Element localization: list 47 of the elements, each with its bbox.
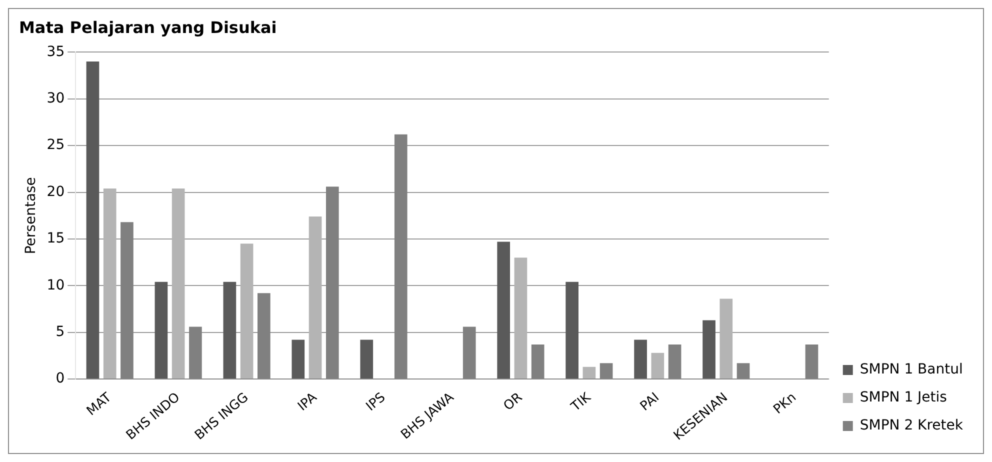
legend-label: SMPN 1 Jetis	[860, 390, 947, 406]
bar	[600, 363, 613, 379]
bar	[394, 134, 408, 379]
bar	[736, 363, 750, 379]
bar	[258, 293, 270, 379]
bar	[154, 282, 168, 379]
y-tick-label: 0	[56, 370, 65, 387]
chart-title: Mata Pelajaran yang Disukai	[19, 18, 277, 37]
bar	[462, 326, 476, 379]
x-tick-label: PAI	[638, 390, 662, 414]
bar	[86, 62, 100, 379]
bar	[120, 222, 134, 379]
bar	[805, 344, 818, 379]
legend-label: SMPN 2 Kretek	[860, 418, 964, 434]
y-tick-label: 15	[46, 230, 65, 247]
bar	[240, 244, 254, 379]
y-tick-label: 25	[46, 137, 65, 154]
bar	[360, 340, 374, 379]
bar	[103, 188, 116, 379]
bar	[634, 340, 647, 379]
y-tick-label: 20	[46, 184, 65, 200]
x-tick-label: OR	[501, 390, 526, 414]
bar	[497, 242, 510, 379]
bar	[308, 216, 322, 379]
x-tick-label: TIK	[568, 390, 594, 416]
bar	[651, 352, 664, 379]
bar	[702, 320, 716, 379]
bar	[566, 282, 578, 379]
bar	[172, 188, 185, 379]
y-tick-label: 35	[46, 44, 65, 60]
bar	[531, 344, 544, 379]
bar	[326, 186, 339, 379]
x-tick-label: IPA	[295, 390, 320, 414]
bar	[223, 282, 236, 379]
x-tick-label: IPS	[364, 390, 388, 414]
y-tick-label: 10	[46, 277, 65, 294]
bar	[292, 340, 305, 379]
bar	[720, 298, 733, 379]
y-tick-label: 30	[46, 90, 65, 107]
bar	[514, 258, 528, 379]
bar	[582, 366, 596, 379]
bar	[189, 326, 202, 379]
bar	[668, 344, 682, 379]
y-axis-title: Persentase	[23, 177, 40, 254]
x-tick-label: PKn	[770, 390, 800, 418]
legend-label: SMPN 1 Bantul	[860, 362, 963, 378]
y-tick-label: 5	[56, 324, 65, 340]
